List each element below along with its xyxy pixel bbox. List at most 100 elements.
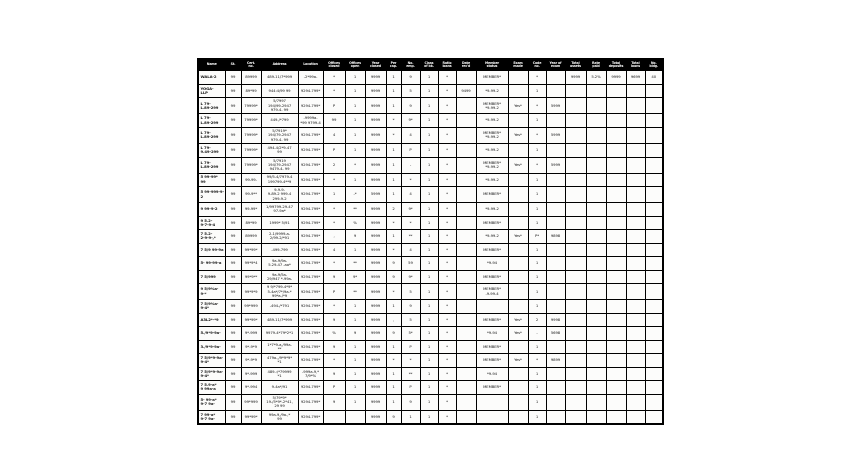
table-cell: 1 xyxy=(419,366,439,382)
table-cell xyxy=(605,113,627,128)
table-cell: 9294-799* xyxy=(297,229,324,244)
table-cell xyxy=(507,283,529,301)
table-cell xyxy=(564,186,587,204)
table-cell: 99 xyxy=(224,380,242,395)
table-cell xyxy=(455,143,477,158)
table-cell xyxy=(625,256,646,271)
table-cell: 1 xyxy=(527,299,547,314)
table-cell: 99*99* xyxy=(240,312,262,328)
table-cell: MEMBER* xyxy=(475,380,509,395)
table-cell: 1 xyxy=(419,339,439,355)
table-cell xyxy=(545,215,566,231)
table-cell xyxy=(455,339,477,355)
table-cell xyxy=(507,366,529,382)
table-cell xyxy=(585,113,607,128)
table-cell: * xyxy=(437,202,457,217)
table-cell: 1 xyxy=(419,409,439,425)
table-cell: 9979-4*79*2*1 xyxy=(260,326,299,341)
column-header: Cert. no. xyxy=(240,58,262,72)
table-cell xyxy=(625,143,646,158)
table-cell: P xyxy=(322,283,346,301)
table-cell: 1 xyxy=(419,172,439,188)
table-cell xyxy=(507,380,529,395)
table-cell: 1 xyxy=(419,326,439,341)
table-cell: 1 xyxy=(344,113,366,128)
table-cell xyxy=(545,299,566,314)
table-cell xyxy=(625,202,646,217)
table-cell xyxy=(644,83,664,99)
table-cell: 99 xyxy=(224,256,242,271)
table-cell xyxy=(605,299,627,314)
table-cell: -9999a- *99 9799-4 xyxy=(297,113,324,128)
table-row: 5 99-999-9-2 99 99-9** 9-9-9- 9-89-2 999-4 … xyxy=(197,186,664,204)
table-cell: * xyxy=(437,70,457,85)
table-cell: 99 xyxy=(224,339,242,355)
table-cell: * xyxy=(437,83,457,99)
table-cell xyxy=(585,366,607,382)
table-cell xyxy=(507,242,529,258)
table-cell: ** xyxy=(344,202,366,217)
table-cell xyxy=(605,380,627,395)
table-cell: 1 xyxy=(419,229,439,244)
table-cell xyxy=(625,215,646,231)
table-cell: 1 xyxy=(419,97,439,115)
name-cell: 9 5/9%a- 9-* xyxy=(197,283,226,301)
table-cell: 1 xyxy=(385,186,402,204)
table-row: WALA-2 99 89999 489-11/7*999 -2*99a- * 1 9999 1 9… xyxy=(197,70,664,85)
table-cell xyxy=(545,83,566,99)
table-cell: 5/79*9* 19-/5*9*-2*41, 29 99 xyxy=(260,393,299,411)
table-cell: 1 xyxy=(344,366,366,382)
table-cell: * xyxy=(400,215,421,231)
column-header: Year of exam xyxy=(545,58,566,72)
table-cell xyxy=(605,366,627,382)
table-cell: 79999* xyxy=(240,143,262,158)
table-cell xyxy=(644,353,664,368)
table-cell: MEMBER* xyxy=(475,215,509,231)
table-header: Name St. Cert. no. Address Location Offices c… xyxy=(197,58,664,72)
name-cell: 3./9*9-9a- xyxy=(197,339,226,355)
table-cell xyxy=(545,70,566,85)
table-cell xyxy=(545,366,566,382)
table-cell xyxy=(545,143,566,158)
table-cell: 1 xyxy=(344,339,366,355)
table-cell xyxy=(625,113,646,128)
table-cell: 9*-999 xyxy=(240,366,262,382)
table-cell: 1 xyxy=(385,366,402,382)
table-cell: 9999 xyxy=(364,409,387,425)
table-cell xyxy=(545,380,566,395)
table-cell: 1 xyxy=(344,299,366,314)
table-cell: 9a-9/9a- 5.29-47 -aa* xyxy=(260,256,299,271)
table-cell: 489-11/7*999 xyxy=(260,312,299,328)
table-cell xyxy=(625,269,646,285)
table-cell xyxy=(564,339,587,355)
table-cell: 1 xyxy=(419,256,439,271)
table-cell: *9-94 xyxy=(475,256,509,271)
table-cell: 1 xyxy=(527,380,547,395)
table-cell: 9294-799* xyxy=(297,393,324,411)
table-cell: 4 xyxy=(400,186,421,204)
table-cell: 489-11/7*999 xyxy=(260,70,299,85)
table-cell: 9*-9*9 xyxy=(240,353,262,368)
table-cell: 9999 xyxy=(364,113,387,128)
table-cell: 1 xyxy=(344,393,366,411)
table-cell: Yes* xyxy=(507,312,529,328)
table-cell: 9294-799* xyxy=(297,312,324,328)
table-cell: 9 xyxy=(322,269,346,285)
table-cell: 449-/*799 xyxy=(260,113,299,128)
table-cell xyxy=(605,312,627,328)
table-cell: Yes* xyxy=(507,97,529,115)
column-header: Per cap. xyxy=(385,58,402,72)
name-cell: 7 5.9-a* 9 99a-a xyxy=(197,380,226,395)
table-cell: * xyxy=(437,242,457,258)
table-cell xyxy=(644,113,664,128)
table-cell: 9294-799* xyxy=(297,339,324,355)
table-cell: - xyxy=(400,156,421,174)
table-cell xyxy=(585,202,607,217)
table-row: 5 99-99* 99 99 99-99- 99/5-4/7979-4 199799-… xyxy=(197,172,664,188)
table-cell: 99*999 xyxy=(240,299,262,314)
table-cell xyxy=(625,393,646,411)
table-cell: 9294-799* xyxy=(297,172,324,188)
table-cell xyxy=(507,269,529,285)
table-cell: -* xyxy=(344,186,366,204)
table-cell: 1 xyxy=(527,83,547,99)
